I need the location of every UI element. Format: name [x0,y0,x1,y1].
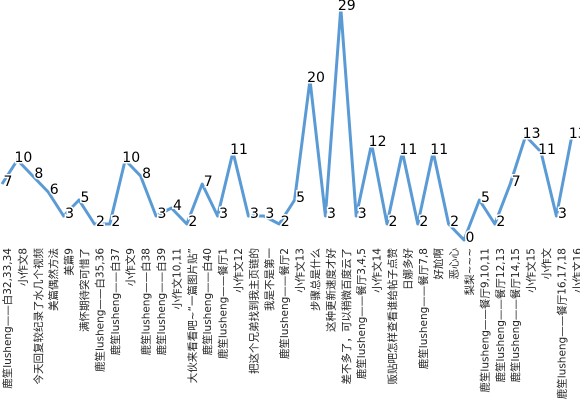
data-label: 2 [450,214,459,230]
x-tick-label: 鹿笙lusheng——白39 [155,248,168,355]
data-label: 3 [65,206,74,222]
x-tick-label: 鹿笙lusheng——餐厅12,13 [494,248,507,383]
data-label: 20 [307,70,325,86]
x-tick-label: 鹿笙lusheng——餐厅2 [278,248,291,359]
data-label: 6 [50,182,59,198]
data-label: 3 [558,206,567,222]
data-label: 3 [219,206,228,222]
x-tick-label: 鹿笙lusheng——白37 [109,248,122,355]
x-tick-label: 小作文8 [16,248,29,286]
data-label: 8 [142,166,151,182]
data-label: 5 [481,190,490,206]
x-tick-label: 鹿笙lusheng——白35,36 [93,248,106,372]
data-label: 13 [569,126,580,142]
x-tick-label: 小作文12 [232,248,245,293]
x-tick-label: 今天回复较纪录了水几个视频 [32,248,45,385]
x-tick-label: 恶心心 [449,248,461,280]
x-tick-label: 美篇9 [63,248,76,276]
data-label: 2 [281,214,290,230]
data-label: 3 [250,206,259,222]
data-label: 2 [96,214,105,230]
data-label: 5 [81,190,90,206]
x-tick-label: 这种更新速度才好 [324,248,337,332]
x-tick-label: 小作文13 [294,248,307,293]
data-label: 2 [496,214,505,230]
data-label: 13 [523,126,541,142]
x-tick-label: 鹿笙lusheng——餐厅3,4,5 [355,248,368,379]
data-label: 11 [230,142,248,158]
data-label: 2 [188,214,197,230]
x-tick-label: 贩贴吧怎样查看谁给帖子点赞 [386,248,399,385]
data-label: 3 [265,206,274,222]
x-tick-label: 梨梨~~~ [463,248,476,295]
x-tick-label: 小作文9 [124,248,137,286]
x-tick-label: 把这个兄弟找到我主页链的 [247,248,260,374]
data-label: 2 [389,214,398,230]
x-tick-label: 小作文 [540,248,553,280]
x-tick-label: 鹿笙lusheng——餐厅16,17,18 [555,248,568,399]
x-tick-label: 小作文16 [571,248,580,293]
x-tick-label: 鹿笙lusheng——白40 [201,248,214,355]
data-label: 11 [538,142,556,158]
data-label: 0 [466,230,475,246]
x-tick-label: 鹿笙lusheng——餐厅1 [217,248,230,359]
data-label: 11 [430,142,448,158]
data-label: 8 [34,166,43,182]
x-tick-label: 鹿笙lusheng——白38 [140,248,153,355]
data-label: 3 [327,206,336,222]
data-label: 2 [419,214,428,230]
data-label: 10 [14,150,32,166]
x-tick-label: 鹿笙lusheng——餐厅14,15 [509,248,522,383]
data-label: 4 [173,198,182,214]
x-tick-label: 满怀期待突可惜了 [78,248,91,332]
data-label: 29 [338,0,356,14]
x-tick-label: 大伙来看看吧~“一篇图片贴” [186,248,199,383]
data-label: 10 [122,150,140,166]
data-label: 7 [4,174,13,190]
x-tick-label: 鹿笙lusheng——餐厅9,10,11 [478,248,491,393]
data-label: 3 [358,206,367,222]
data-label: 12 [369,134,387,150]
x-tick-label: 差不多了，可以稍微百度云了 [340,248,353,385]
x-tick-label: 美篇偶然方法 [47,248,60,311]
x-tick-label: 鹿笙lusheng——餐厅7,8 [417,248,430,369]
data-label: 11 [399,142,417,158]
x-tick-label: 小作文10,11 [170,248,183,310]
data-label: 5 [296,190,305,206]
data-label: 7 [204,174,213,190]
x-tick-label: 日娜多好 [401,248,414,290]
x-tick-label: 步骤总是什么 [309,248,322,311]
x-tick-label: 好尬啊 [432,248,445,280]
data-label: 7 [512,174,521,190]
data-label: 2 [111,214,120,230]
x-tick-label: 鹿笙lusheng——白32,33,34 [1,248,14,389]
x-tick-label: 我是不是第一 [263,248,276,311]
line-series [0,6,574,242]
x-tick-label: 小作文14 [371,248,384,293]
data-label: 3 [158,206,167,222]
x-tick-label: 小作文15 [525,248,538,293]
